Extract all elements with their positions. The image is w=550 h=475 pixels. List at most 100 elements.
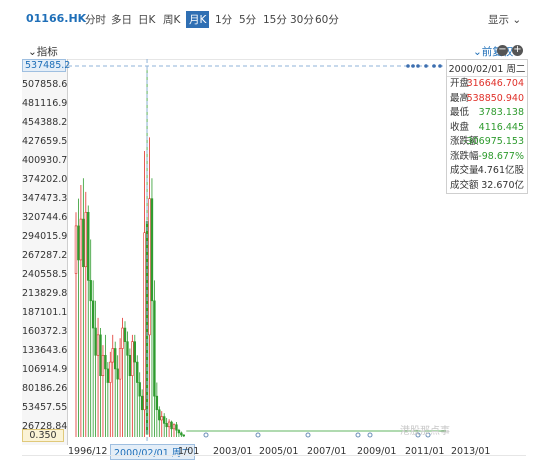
candle-body (143, 232, 146, 411)
y-tick-label: 187101.1 (22, 307, 68, 318)
x-tick-label: 2013/01 (451, 446, 491, 457)
x-tick-label: 2003/01 (213, 446, 253, 457)
y-tick-label: 294015.9 (22, 231, 68, 242)
event-marker-top (432, 64, 436, 68)
stock-symbol: 01166.HK (26, 12, 87, 25)
event-marker-top (438, 64, 442, 68)
x-tick-label: 2009/01 (357, 446, 397, 457)
event-marker-top (411, 64, 415, 68)
y-tick-label: 80186.26 (22, 383, 68, 394)
y-tick-label: 427659.5 (22, 136, 68, 147)
x-tick-label: 1996/12 (68, 446, 108, 457)
zoom-in-icon[interactable]: + (512, 44, 523, 56)
y-tick-label: 213829.8 (22, 288, 68, 299)
info-row-close: 收盘 4116.445 (450, 121, 524, 133)
display-settings-button[interactable]: 显示 ⌄ (488, 14, 522, 26)
candlestick-chart[interactable] (68, 59, 446, 445)
event-marker (355, 432, 361, 438)
tab-intraday[interactable]: 分时 (85, 14, 106, 26)
y-tick-label: 374202.0 (22, 174, 68, 185)
candle-body (106, 368, 110, 383)
candle-body (89, 280, 92, 302)
candle-body (118, 348, 122, 380)
candle-body (116, 368, 119, 380)
candle-body (155, 395, 159, 411)
tab-1min[interactable]: 1分 (215, 14, 233, 26)
candle-body (109, 361, 112, 383)
candle-body (74, 225, 78, 274)
info-row-change-pct: 涨跌幅 -98.677% (450, 150, 524, 162)
candle-body (94, 327, 97, 356)
candle-body (113, 348, 117, 370)
event-marker (203, 432, 209, 438)
y-tick-label: 454388.2 (22, 117, 68, 128)
x-tick-label: 2007/01 (307, 446, 347, 457)
y-tick-label: 400930.7 (22, 155, 68, 166)
y-tick-label: 347473.3 (22, 193, 68, 204)
event-marker (305, 432, 311, 438)
watermark-text: 港股那点事 (400, 426, 450, 437)
y-tick-label: 160372.3 (22, 326, 68, 337)
candle-body (87, 211, 90, 281)
event-marker (415, 432, 421, 438)
y-tick-label: 26728.84 (22, 421, 68, 432)
indicator-bar: ⌄指标 ⌄前复权 − + (22, 43, 524, 60)
y-tick-label: 240558.5 (22, 269, 68, 280)
event-marker (425, 432, 431, 438)
candle-body (84, 211, 87, 268)
info-row-turnover: 成交额 32.670亿 (450, 179, 524, 191)
candle-body (165, 423, 168, 428)
candle-body (123, 327, 127, 342)
y-tick-label: 320744.6 (22, 212, 68, 223)
info-row-volume: 成交量 4.761亿股 (450, 165, 524, 176)
candle-body (126, 341, 129, 356)
y-tick-label: 481116.9 (22, 98, 68, 109)
indicator-dropdown[interactable]: ⌄指标 (28, 46, 58, 58)
candle-body (99, 334, 102, 377)
event-marker (255, 432, 261, 438)
event-marker (367, 432, 373, 438)
y-tick-label: 267287.2 (22, 250, 68, 261)
candle-body (121, 327, 124, 349)
tab-60min[interactable]: 60分 (315, 14, 339, 26)
candle-body (91, 300, 95, 329)
candle-body (175, 424, 178, 431)
candle-body (153, 300, 156, 397)
tab-5min[interactable]: 5分 (239, 14, 257, 26)
y-tick-label: 537485.2 (22, 59, 70, 72)
tab-multi-day[interactable]: 多日 (111, 14, 132, 26)
candle-body (150, 198, 154, 302)
candle-body (79, 218, 83, 261)
candle-body (177, 429, 181, 434)
tab-weekly-k[interactable]: 周K (163, 14, 181, 26)
candle-body (77, 225, 80, 261)
event-marker-top (424, 64, 428, 68)
info-row-change: 涨跌额 -306975.153 (450, 136, 524, 147)
event-marker-top (406, 64, 410, 68)
tab-daily-k[interactable]: 日K (138, 14, 156, 26)
candle-body (158, 409, 161, 421)
candle-body (180, 432, 183, 436)
x-crosshair-date: 2000/02/01 周二 (110, 444, 195, 460)
tab-monthly-k[interactable]: 月K (186, 11, 210, 28)
y-tick-label: 106914.9 (22, 364, 68, 375)
y-tick-label-bottom: 0.350 (22, 429, 64, 442)
candle-body (160, 416, 163, 421)
info-row-open: 开盘 316646.704 (450, 78, 524, 89)
x-tick-label: 2005/01 (259, 446, 299, 457)
zoom-out-icon[interactable]: − (497, 44, 508, 56)
period-toolbar: 01166.HK 分时 多日 日K 周K 月K 1分 5分 15分 30分 60… (0, 0, 550, 40)
info-row-high: 最高 538850.940 (450, 92, 524, 104)
price-axis: 537485.2 507858.6 481116.9 454388.2 4276… (22, 59, 70, 445)
tab-30min[interactable]: 30分 (290, 14, 314, 26)
x-tick-label: 1/01 (178, 446, 200, 457)
candle-body (111, 348, 114, 363)
candle-body (140, 395, 144, 411)
y-tick-label: 507858.6 (22, 79, 68, 90)
tab-15min[interactable]: 15分 (263, 14, 287, 26)
event-marker-top (416, 64, 420, 68)
candle-body (101, 354, 105, 377)
candle-body (104, 354, 107, 370)
info-row-low: 最低 3783.138 (450, 107, 524, 118)
candle-body (170, 421, 173, 430)
